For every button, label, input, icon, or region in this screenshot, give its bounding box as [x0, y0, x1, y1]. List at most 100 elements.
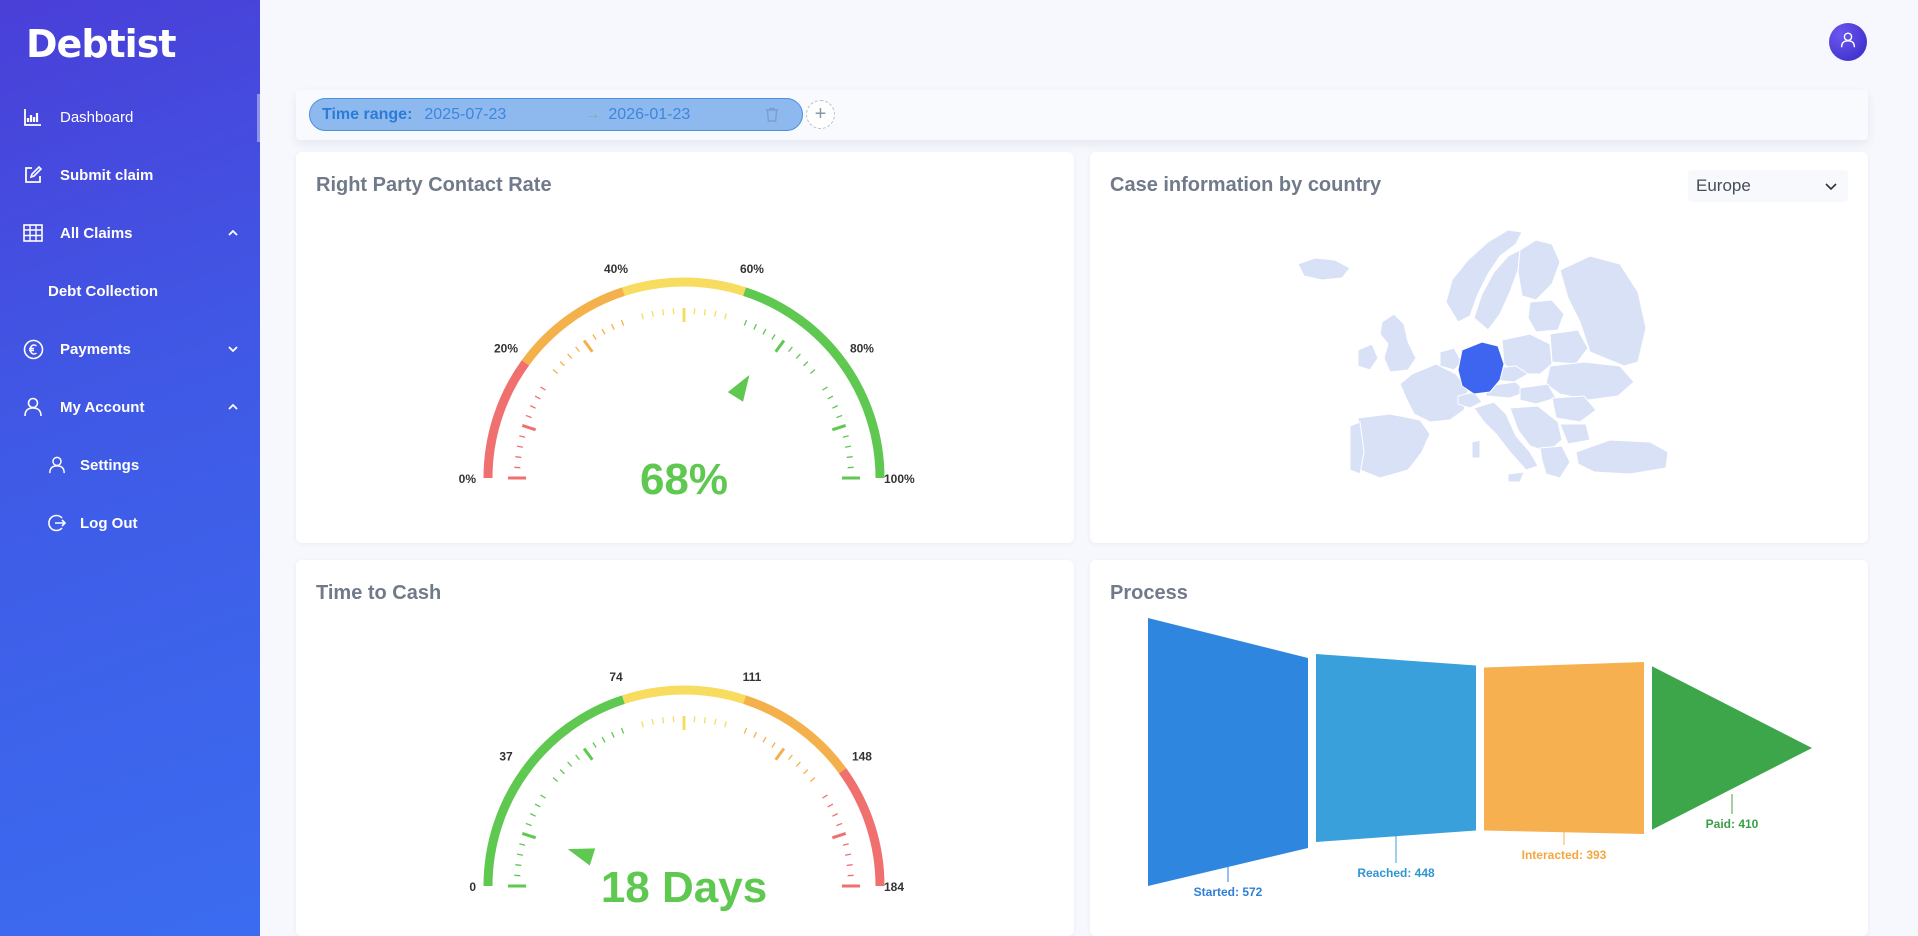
gauge-needle	[727, 374, 750, 402]
gauge-tick	[836, 414, 843, 419]
gauge-tick	[529, 813, 536, 817]
filter-bar: Time range: 2025-07-23 → 2026-01-23 +	[296, 90, 1868, 140]
gauge-tick	[809, 777, 816, 782]
gauge-tick	[762, 328, 767, 335]
gauge-tick	[651, 310, 654, 318]
sidebar-item-all-claims[interactable]: All Claims	[0, 211, 260, 255]
gauge-tick	[552, 369, 559, 374]
euro-icon	[22, 338, 44, 360]
gauge-tick	[567, 761, 573, 767]
sidebar-item-payments[interactable]: Payments	[0, 327, 260, 371]
gauge-tick	[832, 813, 839, 817]
sidebar-item-dashboard[interactable]: Dashboard	[0, 95, 260, 139]
gauge-tick	[540, 386, 546, 391]
gauge-tick	[525, 414, 532, 419]
trash-icon[interactable]	[763, 106, 781, 124]
map-country-ireland	[1357, 343, 1379, 371]
gauge-tick	[641, 721, 644, 728]
gauge-tick	[788, 754, 793, 761]
sidebar-item-submit-claim[interactable]: Submit claim	[0, 153, 260, 197]
user-icon	[46, 454, 68, 476]
gauge-tick	[611, 731, 615, 738]
gauge-tick	[831, 832, 847, 840]
map-country-turkey	[1575, 439, 1669, 475]
gauge-tick	[516, 445, 524, 448]
sidebar-item-my-account[interactable]: My Account	[0, 385, 260, 429]
gauge-tick	[831, 424, 847, 432]
gauge-tick	[641, 313, 644, 320]
gauge-tick	[575, 346, 580, 353]
sidebar-item-settings[interactable]: Settings	[0, 443, 260, 487]
gauge-tick	[601, 736, 606, 743]
chevron-down-icon	[226, 343, 240, 355]
gauge-tick	[724, 313, 727, 320]
gauge-tick	[771, 742, 776, 748]
process-funnel: Started: 572 Reached: 448 Interacted: 393 P…	[1148, 618, 1812, 899]
gauge-tick	[771, 334, 776, 340]
sidebar: Debtist Dashboard Submit claim All Claim…	[0, 0, 260, 936]
sidebar-item-debt-collection[interactable]: Debt Collection	[0, 269, 260, 313]
map-country-italy	[1473, 401, 1539, 471]
funnel-stage-label: Started: 572	[1194, 885, 1263, 899]
gauge-tick	[559, 361, 565, 367]
map-country-sicily	[1507, 471, 1525, 483]
map-country-belarus	[1549, 329, 1589, 365]
sidebar-item-label: My Account	[60, 398, 145, 416]
map-country-poland	[1501, 333, 1553, 375]
map-country-uk	[1379, 313, 1417, 373]
map-country-balkans	[1509, 405, 1563, 453]
user-icon	[22, 396, 44, 418]
map-country-germany	[1457, 341, 1505, 395]
map-country-baltics	[1527, 299, 1565, 333]
funnel-stage: Reached: 448	[1316, 654, 1476, 880]
funnel-stage-label: Reached: 448	[1357, 866, 1435, 880]
app-logo[interactable]: Debtist	[26, 22, 176, 66]
start-date-input[interactable]: 2025-07-23	[424, 105, 507, 123]
funnel-stage-label: Paid: 410	[1706, 817, 1759, 831]
gauge-tick	[620, 319, 625, 326]
chart-icon	[22, 106, 44, 128]
gauge-tick	[809, 369, 816, 374]
gauge-tick	[529, 405, 536, 409]
gauge-tick	[753, 323, 757, 330]
gauge-tick-label: 184	[884, 880, 904, 894]
gauge-tick	[842, 435, 849, 438]
map-country-austria	[1485, 381, 1527, 399]
rpc-gauge: 68% 0% 20% 40% 60% 80% 100%	[459, 262, 915, 504]
gauge-tick	[827, 395, 834, 400]
gauge-arc-segment	[838, 768, 885, 887]
table-icon	[22, 222, 44, 244]
region-select[interactable]: Europe	[1688, 170, 1848, 202]
gauge-scale: 0% 20% 40% 60% 80% 100%	[459, 262, 915, 486]
funnel-stage: Started: 572	[1148, 618, 1308, 899]
sidebar-item-label: Dashboard	[60, 108, 134, 126]
gauge-tick	[703, 309, 706, 316]
gauge-arc-segment	[521, 695, 625, 774]
gauge-arc-segment	[483, 768, 530, 887]
card-title: Time to Cash	[316, 582, 442, 604]
gauge-arc-segment	[622, 277, 746, 296]
sidebar-item-label: Payments	[60, 340, 131, 358]
gauge-tick-label: 74	[609, 670, 623, 684]
gauge-tick-label: 20%	[494, 342, 518, 356]
gauge-tick	[582, 339, 594, 353]
gauge-value: 68%	[640, 455, 728, 504]
gauge-tick	[827, 803, 834, 808]
add-filter-button[interactable]: +	[806, 100, 835, 129]
user-avatar-button[interactable]	[1829, 23, 1867, 61]
gauge-tick	[662, 717, 665, 724]
gauge-tick	[519, 843, 526, 846]
gauge-tick	[540, 794, 546, 799]
end-date-input[interactable]: 2026-01-23	[608, 105, 691, 123]
gauge-tick	[822, 794, 828, 799]
gauge-tick-label: 111	[743, 670, 762, 684]
rpc-card: Right Party Contact Rate 68% 0% 20% 40% 60%…	[296, 152, 1074, 543]
time-range-filter[interactable]: Time range: 2025-07-23 → 2026-01-23	[309, 98, 803, 131]
gauge-tick	[575, 754, 580, 761]
gauge-tick	[762, 736, 767, 743]
gauge-tick	[743, 727, 748, 734]
gauge-tick	[516, 853, 524, 856]
map-country-finland	[1517, 239, 1561, 301]
sidebar-item-log-out[interactable]: Log Out	[0, 501, 260, 545]
europe-map[interactable]	[1090, 152, 1868, 543]
